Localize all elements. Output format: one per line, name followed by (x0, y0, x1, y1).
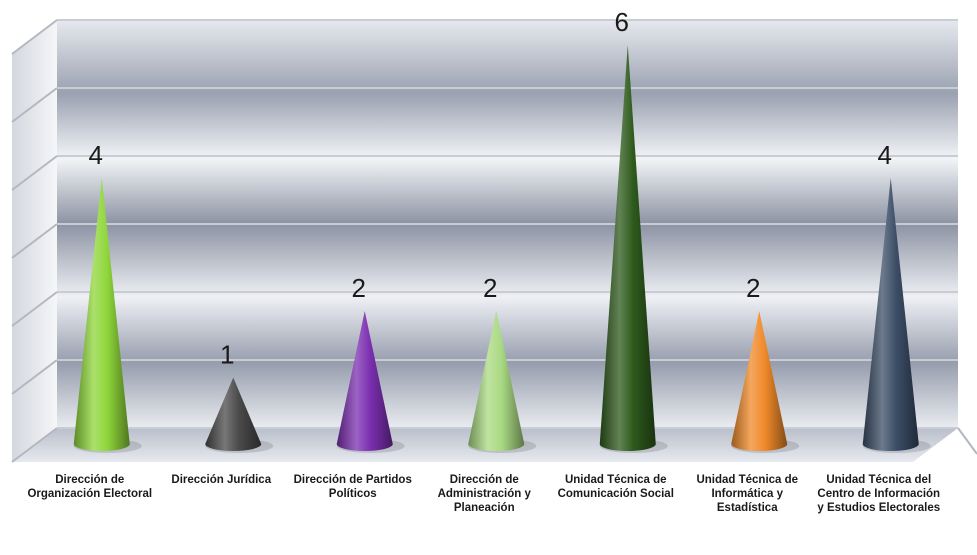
category-label-4: Unidad Técnica de Comunicación Social (557, 474, 674, 500)
data-labels: 4 1 2 2 6 2 4 (89, 7, 892, 370)
cone-bar-3 (468, 311, 525, 451)
category-label-5: Unidad Técnica de Informática y Estadíst… (696, 474, 799, 514)
data-label-0: 4 (89, 140, 103, 170)
data-label-6: 4 (878, 140, 892, 170)
data-label-3: 2 (483, 273, 497, 303)
gridline-side (11, 87, 58, 123)
data-label-2: 2 (352, 273, 366, 303)
gridline-side (11, 155, 58, 191)
category-label-1: Dirección Jurídica (171, 474, 272, 486)
cone-bar-5 (731, 311, 788, 451)
cone-bar-6 (862, 178, 919, 451)
floor-edge (957, 427, 977, 455)
data-label-4: 6 (615, 7, 629, 37)
data-label-1: 1 (220, 340, 234, 370)
category-label-2: Dirección de Partidos Políticos (293, 474, 412, 500)
cone-series (73, 45, 931, 453)
category-label-6: Unidad Técnica del Centro de Información… (817, 474, 941, 514)
category-label-3: Dirección de Administración y Planeación (437, 474, 531, 514)
gridline-side (11, 19, 58, 55)
gridlines (11, 19, 977, 463)
gridline-side (11, 223, 58, 259)
cone-bar-4 (599, 45, 656, 451)
gridline-side (11, 427, 58, 463)
cone-bar-0 (73, 178, 130, 451)
data-label-5: 2 (746, 273, 760, 303)
gridline-side (11, 359, 58, 395)
gridline-side (11, 291, 58, 327)
cone-bar-2 (336, 311, 393, 451)
category-label-0: Dirección de Organización Electoral (27, 474, 153, 500)
cone-bar-1 (205, 377, 262, 451)
